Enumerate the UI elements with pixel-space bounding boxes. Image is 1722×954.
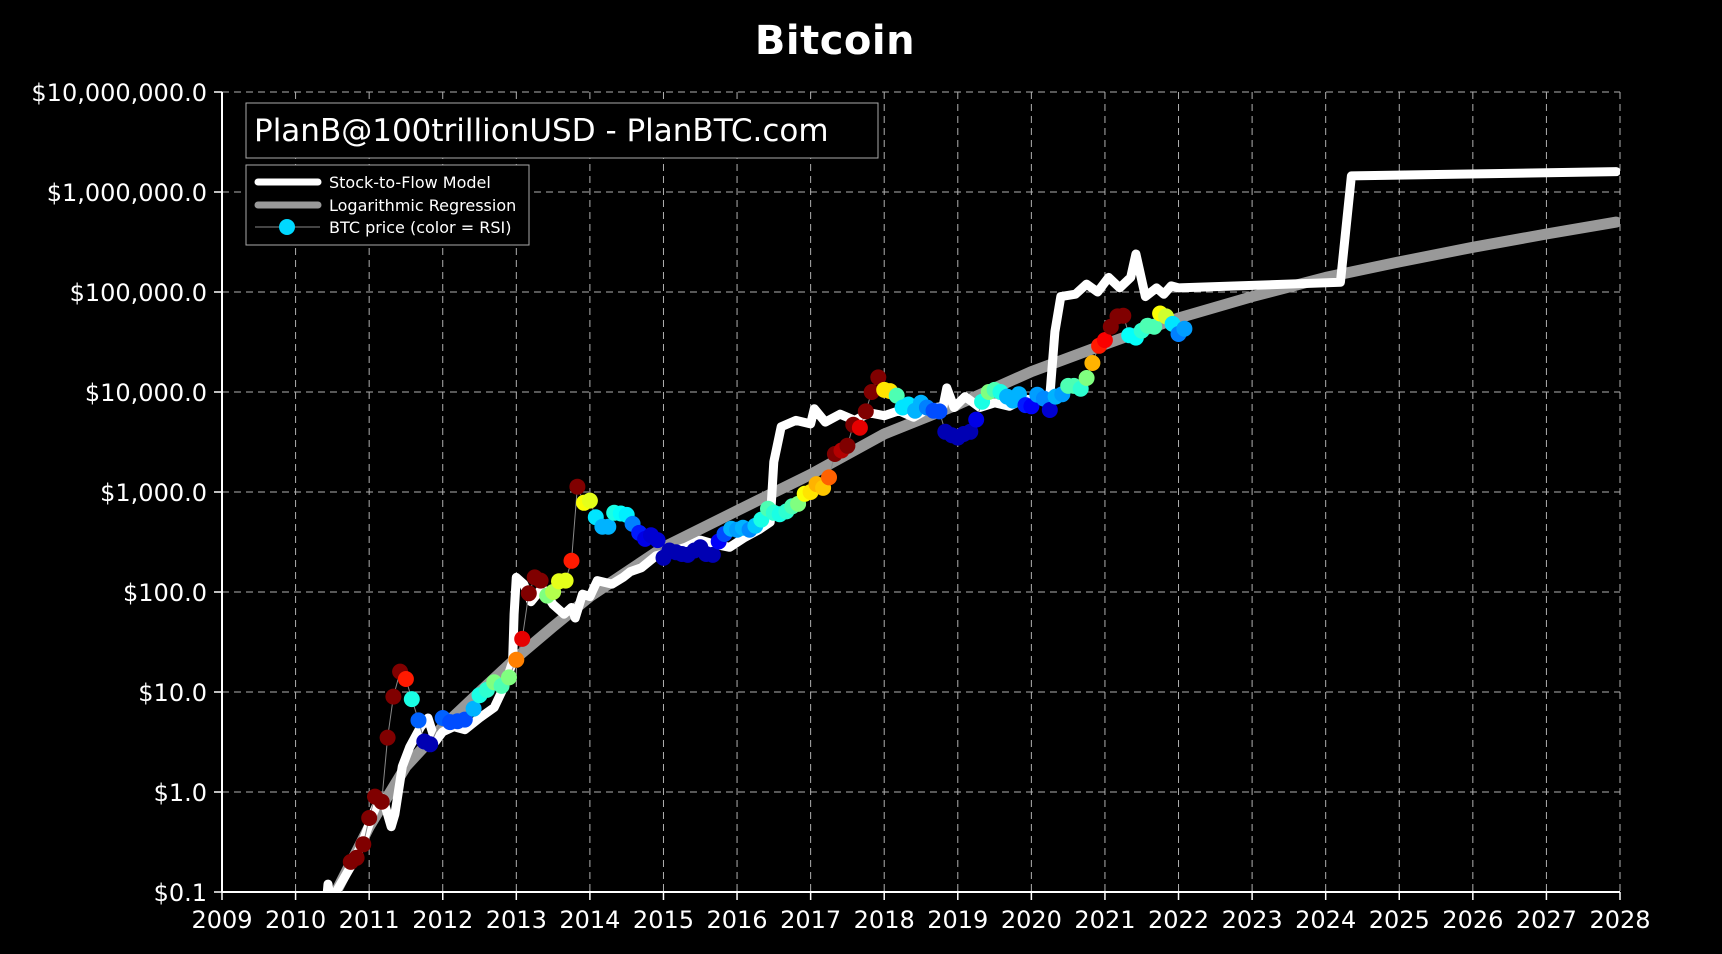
x-tick-label: 2018 (854, 906, 915, 934)
x-tick-label: 2025 (1369, 906, 1430, 934)
chart-title: Bitcoin (754, 18, 916, 64)
x-tick-label: 2022 (1148, 906, 1209, 934)
x-tick-label: 2021 (1074, 906, 1135, 934)
btc-price-marker (600, 518, 617, 535)
y-tick-label: $1,000,000.0 (47, 179, 207, 207)
y-tick-label: $1,000.0 (100, 479, 207, 507)
btc-price-marker (532, 572, 549, 589)
btc-price-marker (1146, 318, 1163, 335)
x-tick-label: 2009 (191, 906, 252, 934)
legend: Stock-to-Flow Model Logarithmic Regressi… (245, 164, 530, 246)
btc-price-marker (514, 630, 531, 647)
y-tick-label: $1.0 (154, 779, 207, 807)
btc-price-marker (379, 729, 396, 746)
x-tick-label: 2010 (265, 906, 326, 934)
annotation-text: PlanB@100trillionUSD - PlanBTC.com (254, 113, 829, 149)
btc-price-marker (1078, 370, 1095, 386)
x-tick-label: 2020 (1001, 906, 1062, 934)
btc-price-marker (821, 469, 837, 486)
btc-price-marker (508, 651, 525, 668)
btc-price-marker (373, 793, 390, 810)
x-tick-label: 2017 (780, 906, 841, 934)
btc-price-marker (851, 419, 868, 436)
btc-price-marker (968, 411, 985, 428)
x-tick-label: 2024 (1295, 906, 1356, 934)
btc-price-marker (410, 712, 427, 729)
x-tick-label: 2019 (927, 906, 988, 934)
btc-price-marker (1176, 320, 1193, 337)
btc-price-marker (557, 572, 574, 589)
x-tick-label: 2012 (412, 906, 473, 934)
btc-price-marker (704, 546, 721, 563)
btc-price-marker (520, 585, 537, 602)
btc-price-marker (857, 403, 874, 420)
btc-price-marker (863, 384, 880, 400)
btc-price-marker (870, 369, 887, 386)
btc-price-marker (348, 849, 365, 866)
x-tick-label: 2014 (559, 906, 620, 934)
axes: 2009 2010 2011 2012 2013 2014 2015 2016 2017 2018… (31, 79, 1650, 934)
x-tick-label: 2026 (1442, 906, 1503, 934)
y-tick-label: $10.0 (138, 679, 207, 707)
y-tick-label: $100,000.0 (70, 279, 207, 307)
x-tick-label: 2027 (1516, 906, 1577, 934)
btc-price-marker (569, 478, 586, 495)
btc-price-marker (1115, 307, 1132, 324)
x-tick-label: 2015 (633, 906, 694, 934)
btc-price-marker (962, 423, 979, 440)
y-tick-label: $10,000.0 (85, 379, 207, 407)
btc-price-marker (1096, 332, 1113, 349)
btc-price-marker (649, 532, 666, 549)
btc-price-marker (888, 387, 905, 404)
btc-price-marker (361, 810, 378, 826)
btc-price-marker (465, 700, 482, 717)
x-tick-label: 2011 (339, 906, 400, 934)
x-tick-label: 2016 (707, 906, 768, 934)
btc-price-marker (397, 671, 414, 687)
legend-label-s2f: Stock-to-Flow Model (329, 173, 491, 192)
btc-price-marker (385, 688, 402, 705)
btc-price-marker (355, 836, 372, 853)
btc-price-marker (456, 711, 473, 728)
btc-price-marker (581, 492, 598, 509)
y-tick-label: $10,000,000.0 (31, 79, 207, 107)
btc-price-marker (1041, 402, 1058, 418)
annotation-box: PlanB@100trillionUSD - PlanBTC.com (245, 102, 879, 159)
legend-label-btc: BTC price (color = RSI) (329, 218, 511, 237)
btc-price-marker (839, 437, 856, 454)
y-tick-label: $100.0 (123, 579, 207, 607)
btc-price-marker (403, 691, 420, 708)
btc-price-marker (422, 736, 439, 753)
btc-price-marker (563, 552, 580, 569)
btc-price-marker (931, 403, 948, 420)
x-tick-label: 2013 (486, 906, 547, 934)
btc-price-marker (501, 669, 517, 686)
btc-price-marker (1084, 355, 1101, 371)
y-tick-label: $0.1 (154, 879, 207, 907)
x-tick-label: 2028 (1589, 906, 1650, 934)
btc-price-series (342, 305, 1193, 870)
x-tick-label: 2023 (1222, 906, 1283, 934)
legend-marker-btc-icon (279, 219, 295, 235)
legend-label-log: Logarithmic Regression (329, 196, 516, 215)
